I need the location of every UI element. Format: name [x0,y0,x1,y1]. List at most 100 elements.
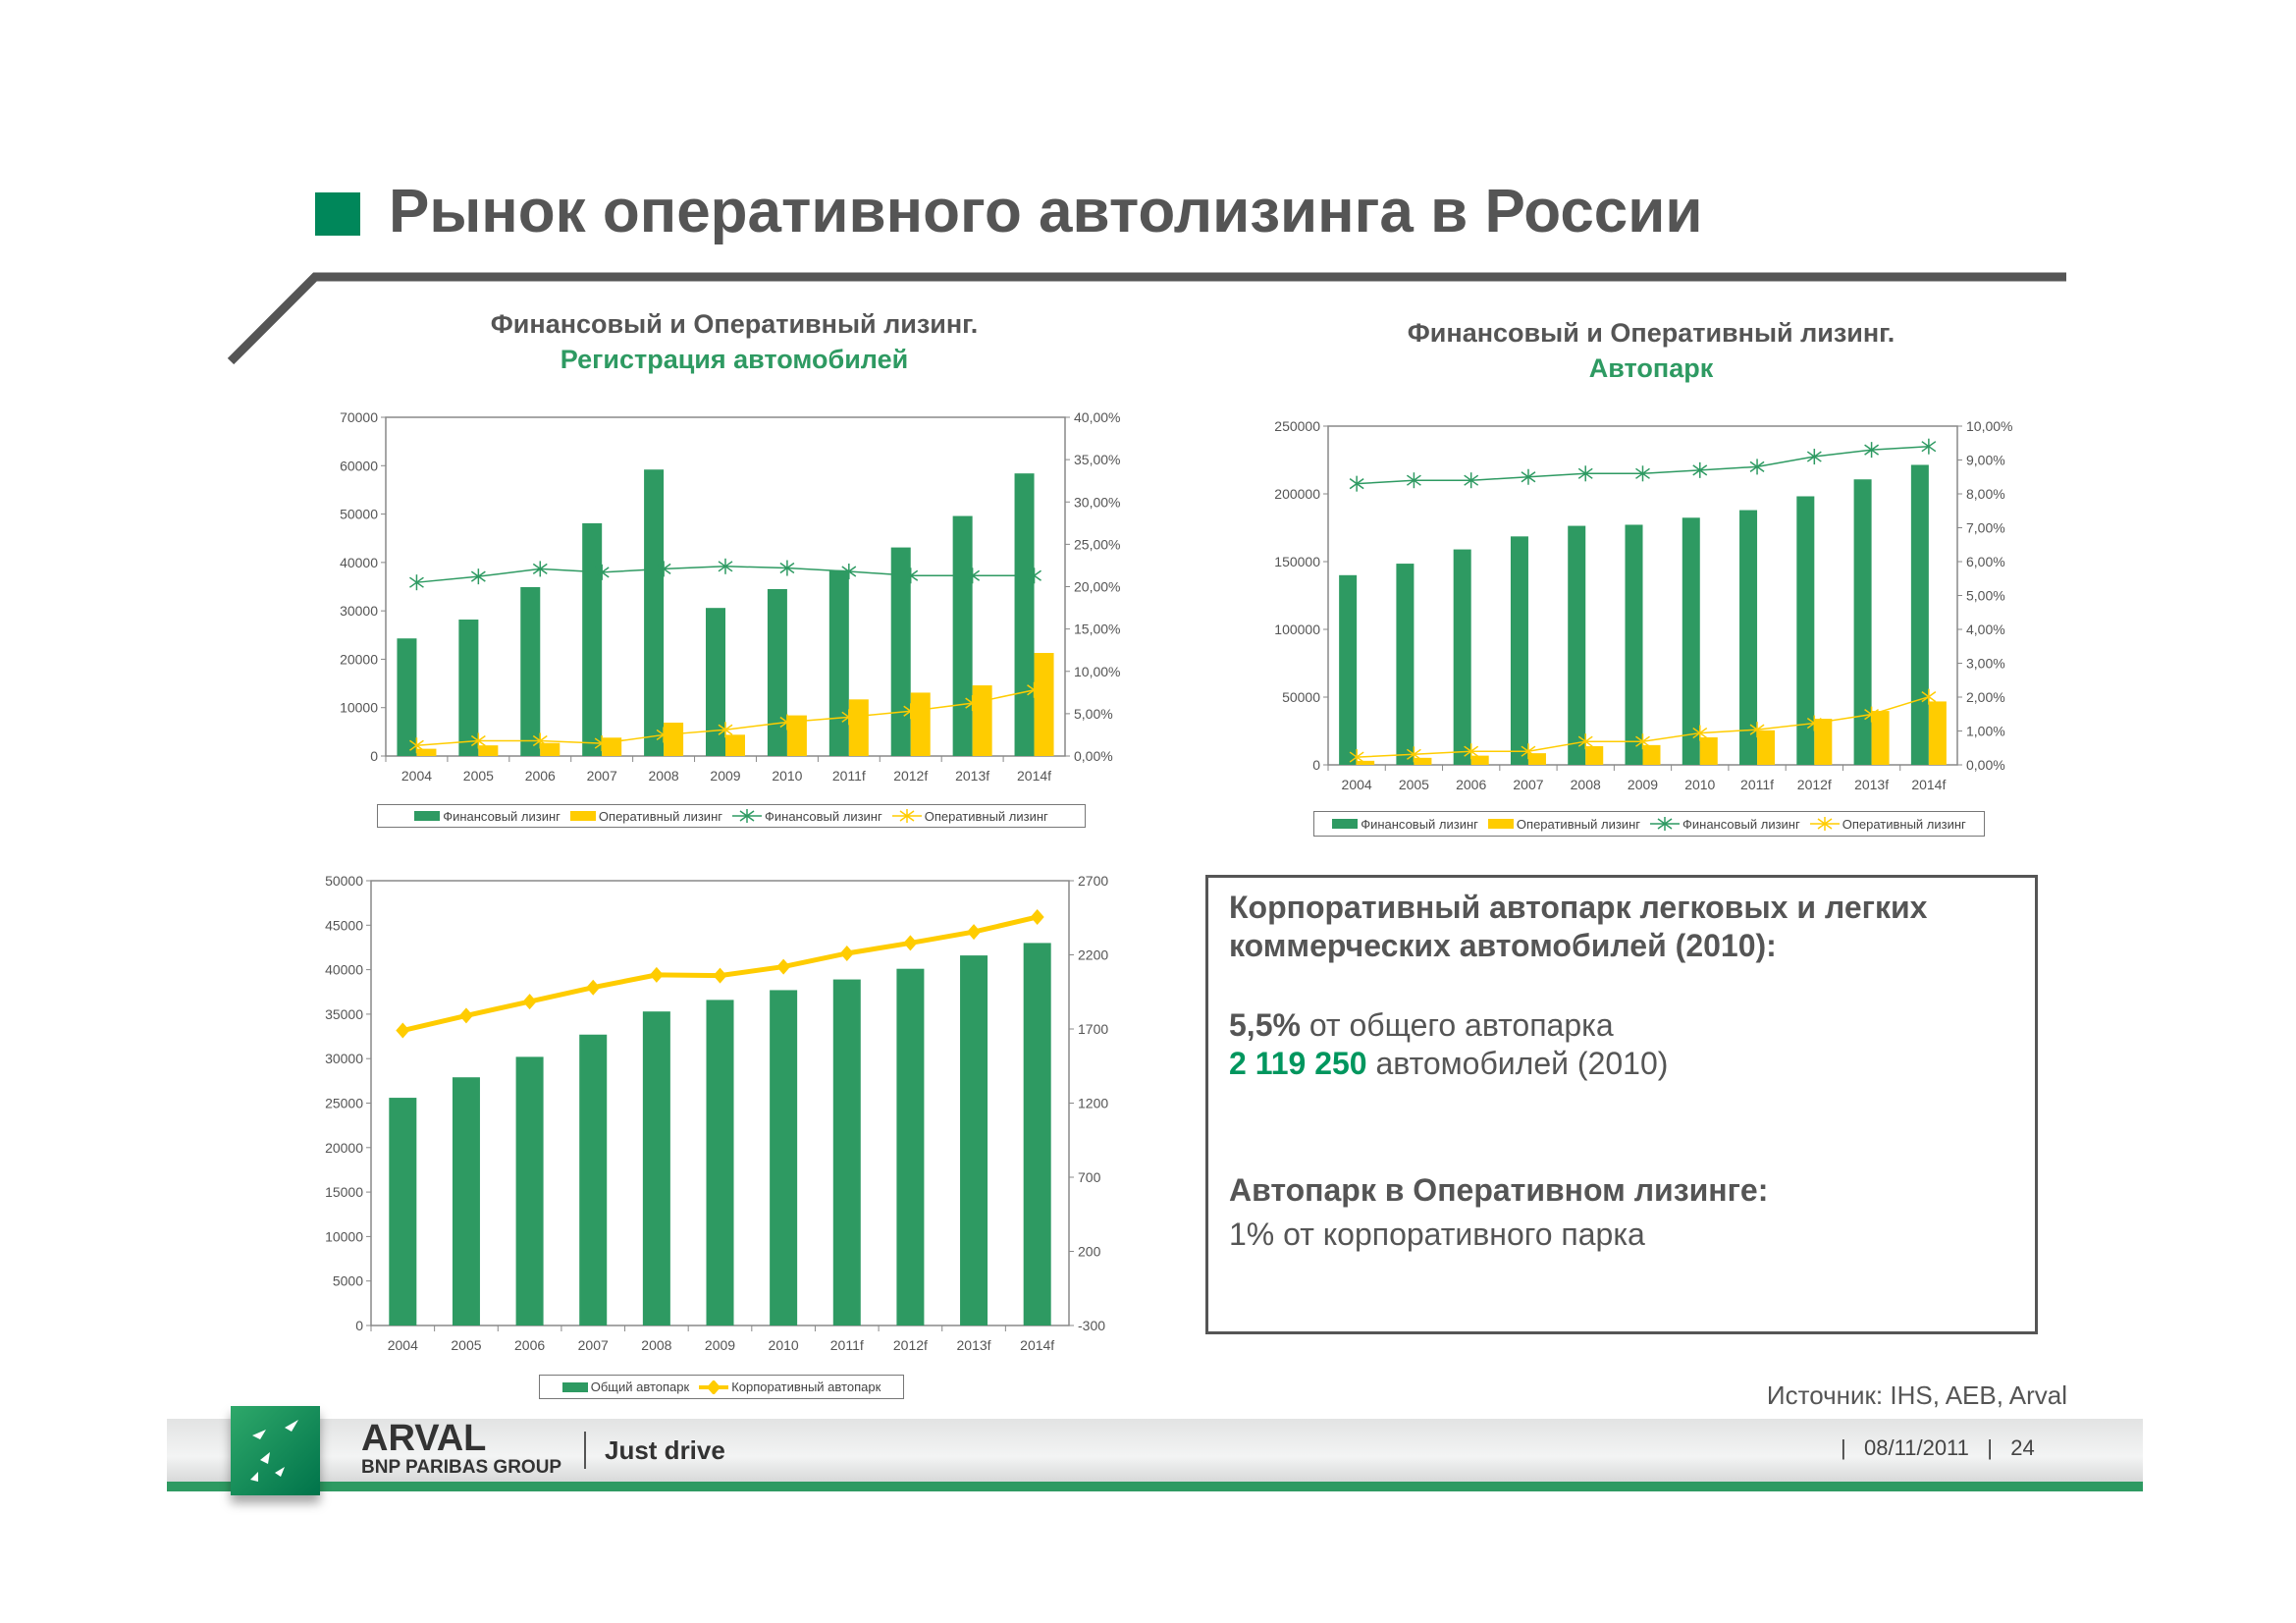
point-2014f [1921,688,1937,705]
y-left-tick-label: 30000 [325,1051,363,1066]
point-2012f [903,935,918,951]
point-2005 [470,568,486,585]
chart1-legend: Финансовый лизинг Оперативный лизинг Финан… [377,804,1086,828]
y-right-tick-label: 8,00% [1966,486,2005,502]
point-2006 [522,994,537,1010]
bar-Финансовый лизинг-2008 [1568,525,1586,765]
x-tick-label: 2004 [401,768,432,784]
bar-Общий автопарк-2006 [515,1056,544,1325]
point-2008 [656,561,671,577]
y-left-tick-label: 40000 [325,962,363,978]
bar-Оперативный лизинг-2009 [725,734,745,756]
bar-Финансовый лизинг-2009 [1625,524,1643,765]
y-left-tick-label: 20000 [340,651,378,667]
y-right-tick-label: 25,00% [1074,536,1120,552]
x-tick-label: 2011f [832,768,866,784]
y-right-tick-label: 4,00% [1966,622,2005,637]
legend-bar-swatch [1487,819,1514,829]
y-right-tick-label: 7,00% [1966,520,2005,536]
y-left-tick-label: 45000 [325,917,363,933]
legend-item: Оперативный лизинг [1809,816,1966,832]
bar-Финансовый лизинг-2005 [1396,564,1415,765]
x-tick-label: 2014f [1911,777,1946,792]
legend-line-swatch [1650,817,1680,831]
y-right-tick-label: 40,00% [1074,409,1120,425]
chart2-title-line: Финансовый и Оперативный лизинг. [1407,318,1896,348]
bar-Оперативный лизинг-2004 [416,748,437,756]
info-count: 2 119 250 автомобилей (2010) [1229,1046,1668,1082]
legend-line-swatch [699,1380,729,1394]
point-2004 [409,574,424,591]
bar-Оперативный лизинг-2011f [848,699,869,756]
x-tick-label: 2005 [1399,777,1429,792]
bar-Оперативный лизинг-2008 [664,722,684,756]
bar-Общий автопарк-2009 [706,1000,734,1325]
x-tick-label: 2012f [893,768,928,784]
point-2007 [586,979,601,996]
y-left-tick-label: 40000 [340,555,378,570]
count-value: 2 119 250 [1229,1046,1367,1081]
y-right-tick-label: 35,00% [1074,452,1120,467]
y-left-tick-label: 0 [1312,757,1320,773]
info-box [1205,875,2038,1334]
legend-line-swatch [1809,817,1840,831]
point-2009 [718,722,733,738]
x-tick-label: 2006 [514,1337,545,1353]
x-tick-label: 2012f [1797,777,1832,792]
legend-label: Оперативный лизинг [1842,816,1966,832]
y-left-tick-label: 0 [355,1318,363,1333]
legend-item: Оперативный лизинг [1487,817,1640,832]
bar-Общий автопарк-2008 [642,1011,670,1325]
bar-Оперативный лизинг-2004 [1357,760,1375,765]
y-left-tick-label: 150000 [1274,554,1320,569]
chart1-title: Финансовый и Оперативный лизинг. Регистр… [342,306,1127,377]
footer-green-strip [167,1482,2143,1491]
y-right-tick-label: 1,00% [1966,724,2005,739]
x-tick-label: 2004 [388,1337,418,1353]
point-2013f [1864,442,1880,459]
y-left-tick-label: 35000 [325,1006,363,1022]
y-left-tick-label: 10000 [325,1228,363,1244]
brand-separator [584,1432,586,1469]
chart2-legend: Финансовый лизинг Оперативный лизинг Финан… [1313,811,1985,837]
info-heading-line2: коммерческих автомобилей (2010): [1229,928,1777,963]
y-left-tick-label: 20000 [325,1140,363,1156]
legend-bar-swatch [569,811,596,821]
count-text: автомобилей (2010) [1366,1046,1669,1081]
y-right-tick-label: 10,00% [1966,418,2012,434]
legend-label: Корпоративный автопарк [731,1380,881,1394]
bar-Общий автопарк-2005 [452,1077,480,1325]
legend-label: Финансовый лизинг [443,808,561,824]
x-tick-label: 2005 [463,768,494,784]
bar-Финансовый лизинг-2013f [952,515,973,756]
y-right-tick-label: 20,00% [1074,579,1120,595]
oper-heading: Автопарк в Оперативном лизинге: [1229,1172,1769,1208]
bar-Оперативный лизинг-2009 [1642,744,1661,765]
x-tick-label: 2007 [578,1337,609,1353]
legend-marker [1817,817,1833,831]
y-left-tick-label: 5000 [333,1273,363,1289]
share-text: от общего автопарка [1300,1007,1614,1043]
y-right-tick-label: 200 [1078,1244,1101,1260]
legend-item: Оперативный лизинг [891,809,1048,824]
point-2011f [1749,722,1765,738]
x-tick-label: 2011f [830,1337,864,1353]
point-2004 [396,1022,410,1039]
point-2009 [1635,465,1650,482]
point-2014f [1030,908,1044,925]
point-2010 [776,958,791,975]
bar-Оперативный лизинг-2010 [1699,736,1718,765]
legend-label: Финансовый лизинг [1361,816,1478,832]
point-2006 [532,561,548,577]
bar-Общий автопарк-2004 [389,1098,417,1325]
y-right-tick-label: 5,00% [1074,706,1113,722]
y-left-tick-label: 30000 [340,603,378,619]
legend-line-swatch [732,809,762,823]
bar-Оперативный лизинг-2006 [540,742,561,756]
chart2: 0 50000 100000 150000 200000 250000 0,00% 1,00%… [1274,418,2012,792]
bar-Финансовый лизинг-2004 [1339,574,1358,765]
x-tick-label: 2008 [1571,777,1601,792]
point-2008 [649,966,664,983]
point-2006 [532,732,548,749]
x-tick-label: 2011f [1740,777,1774,792]
